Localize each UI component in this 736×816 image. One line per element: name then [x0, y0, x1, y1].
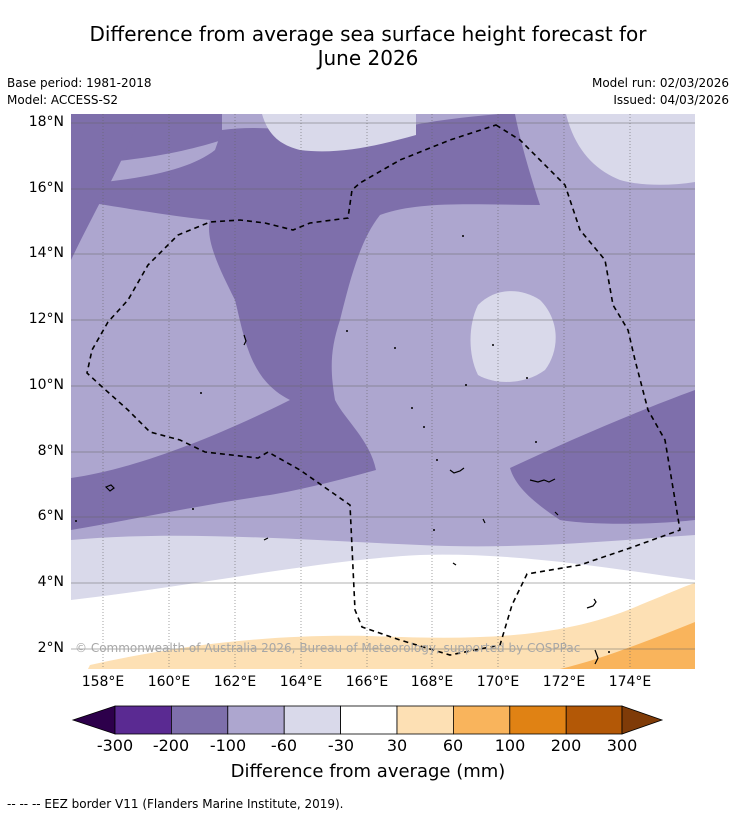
lon-label: 162°E — [213, 674, 257, 690]
lat-label: 4°N — [37, 574, 64, 590]
islands — [104, 334, 599, 665]
base-period: Base period: 1981-2018 — [7, 76, 152, 90]
lon-label: 168°E — [410, 674, 454, 690]
colorbar-label: 30 — [386, 736, 408, 755]
colorbar-label: 200 — [550, 736, 582, 755]
lon-gridlines — [102, 114, 631, 669]
patch-light-center — [470, 291, 556, 382]
eez-legend: -- -- -- EEZ border V11 (Flanders Marine… — [7, 797, 344, 811]
lon-label: 170°E — [476, 674, 520, 690]
lat-label: 8°N — [37, 443, 64, 459]
colorbar-label: -30 — [327, 736, 355, 755]
colorbar-label: -100 — [209, 736, 247, 755]
colorbar-title: Difference from average (mm) — [230, 761, 506, 782]
lat-label: 16°N — [28, 180, 64, 196]
model-name: Model: ACCESS-S2 — [7, 93, 119, 107]
lon-label: 174°E — [608, 674, 652, 690]
patch-light-ne — [566, 114, 695, 185]
lon-label: 160°E — [147, 674, 191, 690]
lon-label: 158°E — [81, 674, 125, 690]
patch-light-north — [262, 114, 416, 152]
colorbar-label: -60 — [270, 736, 298, 755]
band-60-100 — [560, 622, 695, 669]
lat-label: 14°N — [28, 245, 64, 261]
eez-border — [86, 124, 681, 656]
copyright-notice: © Commonwealth of Australia 2026, Bureau… — [75, 641, 581, 655]
band-dark-east — [510, 390, 695, 524]
colorbar-label: -300 — [96, 736, 134, 755]
colorbar-label: 300 — [606, 736, 638, 755]
atoll-dots — [75, 235, 610, 653]
lat-label: 12°N — [28, 311, 64, 327]
colorbar-label: -200 — [152, 736, 190, 755]
title-line-1: Difference from average sea surface heig… — [89, 22, 647, 46]
model-run: Model run: 02/03/2026 — [591, 76, 729, 90]
chart-title: Difference from average sea surface heig… — [0, 22, 736, 70]
map-area — [71, 114, 695, 669]
lat-label: 6°N — [37, 508, 64, 524]
lat-label: 18°N — [28, 114, 64, 130]
lon-label: 166°E — [345, 674, 389, 690]
band-dark-central — [71, 114, 540, 530]
lon-label: 172°E — [542, 674, 586, 690]
colorbar-label: 60 — [442, 736, 464, 755]
meta-right: Model run: 02/03/2026 Issued: 04/03/2026 — [592, 75, 729, 109]
title-line-2: June 2026 — [317, 46, 419, 70]
lat-label: 10°N — [28, 377, 64, 393]
lon-label: 164°E — [279, 674, 323, 690]
meta-left: Base period: 1981-2018 Model: ACCESS-S2 — [7, 75, 152, 109]
issued-date: Issued: 04/03/2026 — [613, 93, 729, 107]
lat-label: 2°N — [37, 640, 64, 656]
lat-gridlines — [71, 122, 695, 650]
colorbar-label: 100 — [494, 736, 526, 755]
band-30-60 — [88, 583, 695, 669]
